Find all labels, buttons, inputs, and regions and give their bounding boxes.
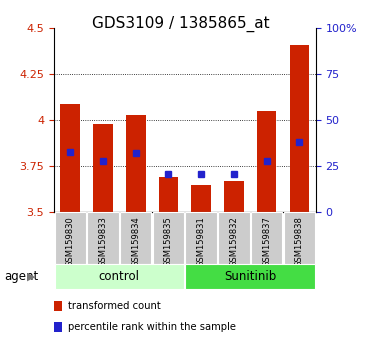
- Text: percentile rank within the sample: percentile rank within the sample: [68, 322, 236, 332]
- Bar: [284, 212, 315, 264]
- Text: GSM159838: GSM159838: [295, 217, 304, 267]
- Bar: [55, 212, 86, 264]
- Text: ▶: ▶: [27, 272, 36, 282]
- Bar: [87, 212, 119, 264]
- Text: GSM159831: GSM159831: [197, 217, 206, 267]
- Text: GSM159830: GSM159830: [66, 217, 75, 267]
- Bar: [218, 212, 249, 264]
- Bar: [191, 185, 211, 212]
- Text: agent: agent: [4, 270, 38, 283]
- Bar: [55, 264, 184, 289]
- Bar: [257, 111, 276, 212]
- Bar: [186, 264, 315, 289]
- Text: GSM159837: GSM159837: [262, 217, 271, 267]
- Bar: [186, 212, 217, 264]
- Bar: [120, 212, 151, 264]
- Bar: [290, 45, 309, 212]
- Text: Sunitinib: Sunitinib: [224, 270, 276, 282]
- Bar: [153, 212, 184, 264]
- Bar: [126, 115, 146, 212]
- Bar: [60, 104, 80, 212]
- Text: control: control: [99, 270, 140, 282]
- Text: GSM159834: GSM159834: [131, 217, 140, 267]
- Bar: [159, 177, 178, 212]
- Text: GSM159833: GSM159833: [99, 217, 107, 267]
- Bar: [93, 124, 113, 212]
- Text: GSM159832: GSM159832: [229, 217, 238, 267]
- Text: GSM159835: GSM159835: [164, 217, 173, 267]
- Text: GDS3109 / 1385865_at: GDS3109 / 1385865_at: [92, 16, 270, 32]
- Text: transformed count: transformed count: [68, 301, 161, 311]
- Bar: [251, 212, 282, 264]
- Bar: [224, 181, 244, 212]
